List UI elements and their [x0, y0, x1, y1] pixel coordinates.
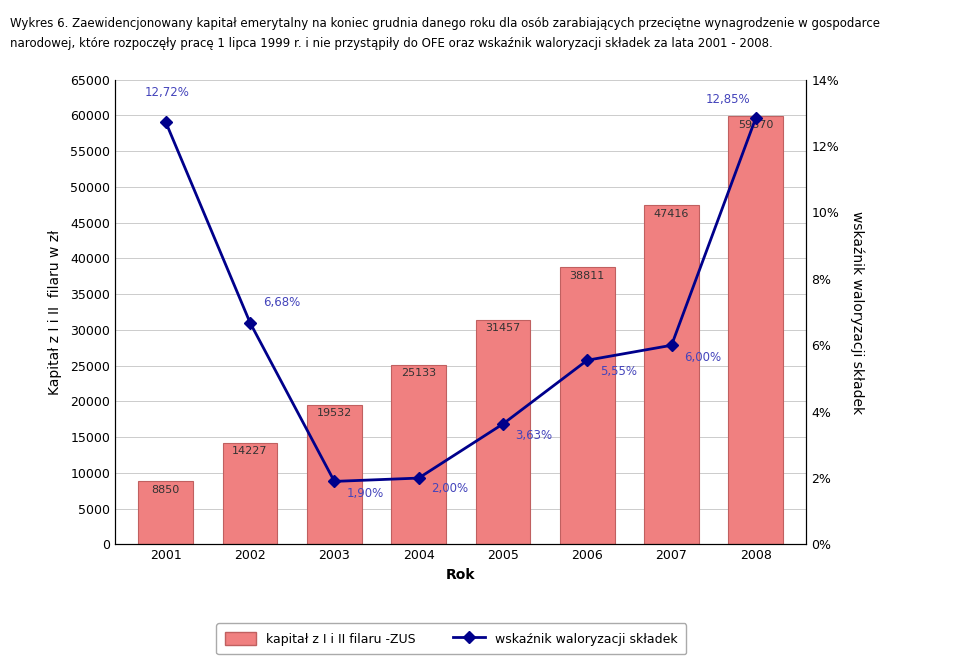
Text: 5,55%: 5,55%	[600, 365, 636, 378]
Y-axis label: Kapitał z I i II  filaru w zł: Kapitał z I i II filaru w zł	[48, 230, 62, 394]
Bar	[560, 267, 614, 544]
Text: 6,00%: 6,00%	[684, 351, 721, 364]
Text: 59870: 59870	[738, 120, 774, 130]
Bar	[644, 205, 699, 544]
Text: Wykres 6. Zaewidencjonowany kapitał emerytalny na koniec grudnia danego roku dla: Wykres 6. Zaewidencjonowany kapitał emer…	[10, 17, 879, 30]
Bar	[475, 319, 530, 544]
Bar	[392, 365, 446, 544]
Text: 2,00%: 2,00%	[431, 481, 468, 495]
Text: 6,68%: 6,68%	[263, 296, 300, 309]
Text: 47416: 47416	[654, 209, 689, 219]
Text: 12,85%: 12,85%	[706, 93, 750, 106]
Text: 14227: 14227	[232, 446, 268, 456]
Y-axis label: wskaźnik waloryzacji składek: wskaźnik waloryzacji składek	[851, 210, 865, 414]
Bar	[729, 116, 783, 544]
Text: 25133: 25133	[401, 369, 436, 378]
Legend: kapitał z I i II filaru -ZUS, wskaźnik waloryzacji składek: kapitał z I i II filaru -ZUS, wskaźnik w…	[216, 623, 686, 655]
Text: narodowej, które rozpoczęły pracę 1 lipca 1999 r. i nie przystąpiły do OFE oraz : narodowej, które rozpoczęły pracę 1 lipc…	[10, 37, 773, 50]
Text: 3,63%: 3,63%	[516, 429, 553, 442]
Text: 8850: 8850	[152, 485, 180, 495]
Text: 19532: 19532	[317, 408, 352, 418]
Bar	[138, 481, 193, 544]
Text: 12,72%: 12,72%	[145, 86, 189, 99]
Bar	[307, 405, 362, 544]
Bar	[223, 443, 277, 544]
Text: 38811: 38811	[569, 270, 605, 280]
Text: 1,90%: 1,90%	[347, 487, 384, 500]
Text: 31457: 31457	[486, 323, 520, 333]
X-axis label: Rok: Rok	[446, 568, 475, 582]
